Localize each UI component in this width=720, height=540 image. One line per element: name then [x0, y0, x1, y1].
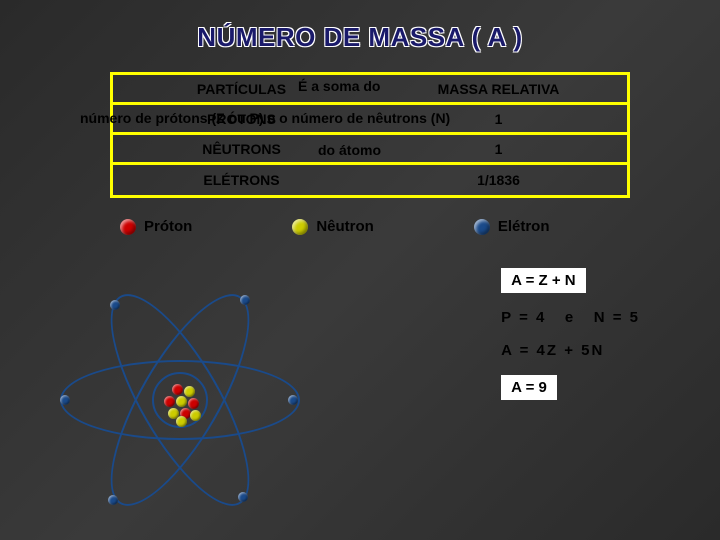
nucleus-proton-icon: [164, 396, 175, 407]
formula-sub: A = 4Z + 5N: [501, 342, 604, 359]
nucleus-proton-icon: [172, 384, 183, 395]
orbit-electron-icon: [60, 395, 70, 405]
proton-dot-icon: [120, 219, 136, 235]
table-row: ELÉTRONS 1/1836: [113, 165, 627, 195]
overlay-numero: número de prótons (Z ou P) e o número de…: [80, 110, 450, 126]
nucleus-proton-icon: [188, 398, 199, 409]
nucleus-neutron-icon: [176, 416, 187, 427]
nucleus-neutron-icon: [190, 410, 201, 421]
orbit-electron-icon: [238, 492, 248, 502]
overlay-soma: É a soma do: [298, 78, 380, 94]
orbit-electron-icon: [240, 295, 250, 305]
header-massa: MASSA RELATIVA: [370, 81, 627, 97]
mass-table: PARTÍCULAS MASSA RELATIVA PRÓTONS 1 NÊUT…: [110, 72, 630, 198]
formula-block: A = Z + N P = 4 e N = 5 A = 4Z + 5N A = …: [501, 268, 640, 400]
formula-n: N = 5: [594, 309, 640, 326]
electron-dot-icon: [474, 219, 490, 235]
legend-proton-label: Próton: [144, 218, 192, 235]
nucleus-neutron-icon: [176, 396, 187, 407]
page-title: NÚMERO DE MASSA ( A ): [0, 0, 720, 53]
row-electrons-label: ELÉTRONS: [113, 172, 370, 188]
particle-legend: Próton Nêutron Elétron: [120, 218, 550, 235]
orbit-electron-icon: [288, 395, 298, 405]
legend-electron: Elétron: [474, 218, 550, 235]
formula-p: P = 4: [501, 309, 546, 326]
orbit-electron-icon: [110, 300, 120, 310]
legend-neutron: Nêutron: [292, 218, 374, 235]
formula-result: A = 9: [501, 375, 557, 400]
nucleus-neutron-icon: [184, 386, 195, 397]
formula-pn: P = 4 e N = 5: [501, 309, 640, 326]
legend-neutron-label: Nêutron: [316, 218, 374, 235]
overlay-atomo: do átomo: [318, 142, 381, 158]
row-electrons-val: 1/1836: [370, 172, 627, 188]
nucleus: [152, 372, 208, 428]
legend-proton: Próton: [120, 218, 192, 235]
orbit-electron-icon: [108, 495, 118, 505]
neutron-dot-icon: [292, 219, 308, 235]
legend-electron-label: Elétron: [498, 218, 550, 235]
row-neutrons-val: 1: [370, 141, 627, 157]
formula-azn: A = Z + N: [501, 268, 585, 293]
atom-diagram: [40, 260, 320, 540]
formula-e: e: [565, 309, 575, 326]
